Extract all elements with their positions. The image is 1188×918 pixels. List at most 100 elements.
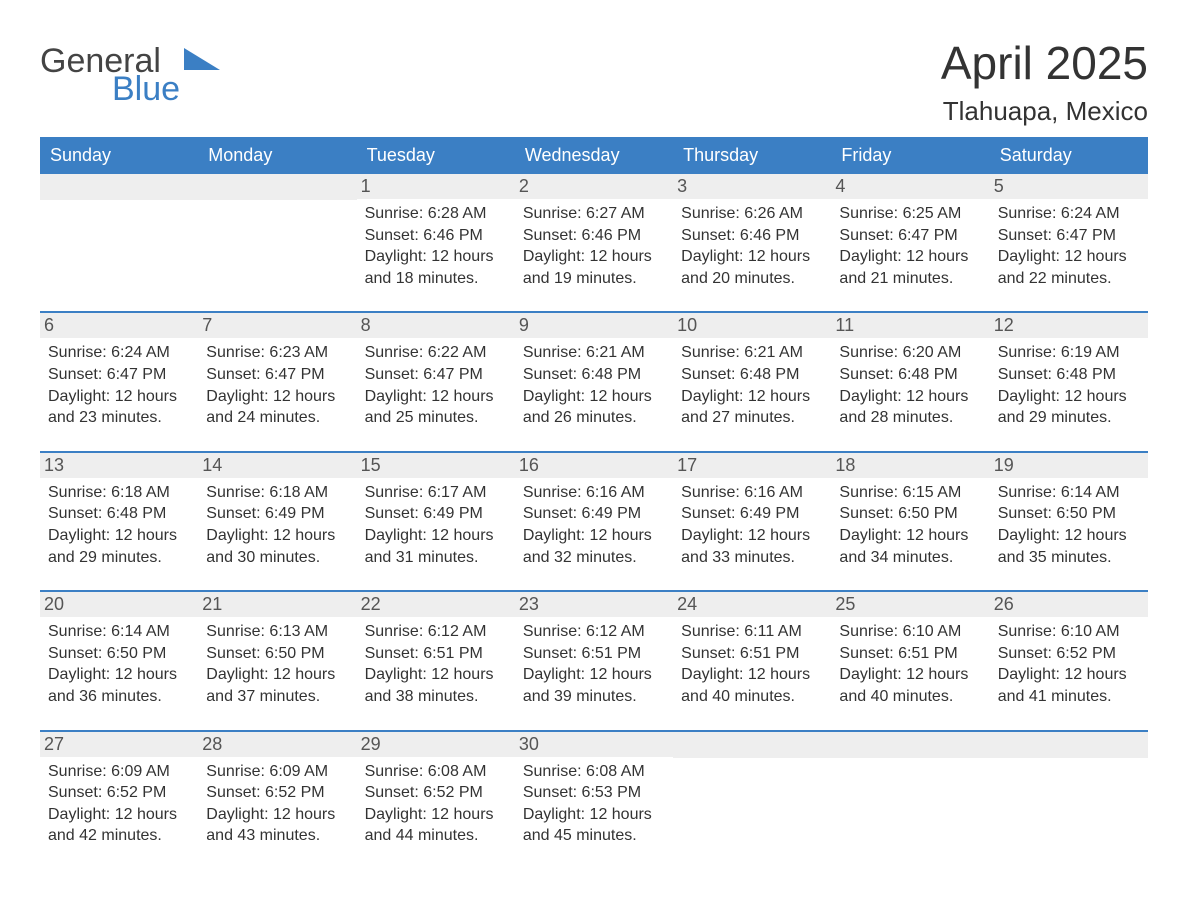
day-number: 21 bbox=[198, 592, 356, 617]
daylight-line-2: and 33 minutes. bbox=[681, 547, 823, 569]
day-number: 26 bbox=[990, 592, 1148, 617]
day-info: Sunrise: 6:26 AMSunset: 6:46 PMDaylight:… bbox=[681, 203, 823, 289]
sunset-line: Sunset: 6:49 PM bbox=[523, 503, 665, 525]
daylight-line-1: Daylight: 12 hours bbox=[206, 525, 348, 547]
sunset-line: Sunset: 6:52 PM bbox=[206, 782, 348, 804]
calendar-week: 1 Sunrise: 6:28 AM Sunset: 6:46 PM Daylight… bbox=[40, 174, 1148, 289]
daylight-line-1: Daylight: 12 hours bbox=[365, 386, 507, 408]
day-number bbox=[40, 174, 198, 200]
calendar-cell: 14Sunrise: 6:18 AMSunset: 6:49 PMDayligh… bbox=[198, 453, 356, 568]
day-number bbox=[673, 732, 831, 758]
calendar-week: 20Sunrise: 6:14 AMSunset: 6:50 PMDayligh… bbox=[40, 590, 1148, 707]
daylight-line-1: Daylight: 12 hours bbox=[48, 386, 190, 408]
sunset-line: Sunset: 6:49 PM bbox=[206, 503, 348, 525]
calendar-cell: 27Sunrise: 6:09 AMSunset: 6:52 PMDayligh… bbox=[40, 732, 198, 847]
day-info: Sunrise: 6:25 AMSunset: 6:47 PMDaylight:… bbox=[839, 203, 981, 289]
sunset-line: Sunset: 6:49 PM bbox=[681, 503, 823, 525]
calendar-cell: 28Sunrise: 6:09 AMSunset: 6:52 PMDayligh… bbox=[198, 732, 356, 847]
daylight-line-2: and 34 minutes. bbox=[839, 547, 981, 569]
daylight-line-2: and 24 minutes. bbox=[206, 407, 348, 429]
day-number: 30 bbox=[515, 732, 673, 757]
calendar-cell bbox=[990, 732, 1148, 847]
daylight-line-2: and 29 minutes. bbox=[48, 547, 190, 569]
daylight-line-1: Daylight: 12 hours bbox=[998, 525, 1140, 547]
day-info: Sunrise: 6:18 AMSunset: 6:49 PMDaylight:… bbox=[206, 482, 348, 568]
day-info: Sunrise: 6:17 AMSunset: 6:49 PMDaylight:… bbox=[365, 482, 507, 568]
day-info: Sunrise: 6:23 AMSunset: 6:47 PMDaylight:… bbox=[206, 342, 348, 428]
daylight-line-1: Daylight: 12 hours bbox=[365, 246, 507, 268]
daylight-line-2: and 41 minutes. bbox=[998, 686, 1140, 708]
daylight-line-2: and 40 minutes. bbox=[839, 686, 981, 708]
page-title: April 2025 bbox=[941, 36, 1148, 90]
header: General Blue April 2025 Tlahuapa, Mexico bbox=[40, 24, 1148, 137]
day-info: Sunrise: 6:24 AMSunset: 6:47 PMDaylight:… bbox=[998, 203, 1140, 289]
sunrise-line: Sunrise: 6:13 AM bbox=[206, 621, 348, 643]
daylight-line-2: and 42 minutes. bbox=[48, 825, 190, 847]
calendar-cell: 22Sunrise: 6:12 AMSunset: 6:51 PMDayligh… bbox=[357, 592, 515, 707]
day-number: 11 bbox=[831, 313, 989, 338]
daylight-line-1: Daylight: 12 hours bbox=[681, 525, 823, 547]
brand-word-2: Blue bbox=[112, 72, 180, 106]
day-number: 10 bbox=[673, 313, 831, 338]
sunrise-line: Sunrise: 6:11 AM bbox=[681, 621, 823, 643]
day-info: Sunrise: 6:20 AMSunset: 6:48 PMDaylight:… bbox=[839, 342, 981, 428]
sunrise-line: Sunrise: 6:24 AM bbox=[998, 203, 1140, 225]
day-number: 29 bbox=[357, 732, 515, 757]
sunset-line: Sunset: 6:52 PM bbox=[365, 782, 507, 804]
daylight-line-2: and 32 minutes. bbox=[523, 547, 665, 569]
daylight-line-1: Daylight: 12 hours bbox=[523, 525, 665, 547]
daylight-line-2: and 26 minutes. bbox=[523, 407, 665, 429]
sunset-line: Sunset: 6:51 PM bbox=[839, 643, 981, 665]
sunset-line: Sunset: 6:47 PM bbox=[206, 364, 348, 386]
sunrise-line: Sunrise: 6:19 AM bbox=[998, 342, 1140, 364]
sunrise-line: Sunrise: 6:23 AM bbox=[206, 342, 348, 364]
day-number: 4 bbox=[831, 174, 989, 199]
daylight-line-1: Daylight: 12 hours bbox=[681, 246, 823, 268]
weekday-header: Thursday bbox=[673, 137, 831, 174]
calendar-cell: 29Sunrise: 6:08 AMSunset: 6:52 PMDayligh… bbox=[357, 732, 515, 847]
daylight-line-2: and 20 minutes. bbox=[681, 268, 823, 290]
day-info: Sunrise: 6:08 AMSunset: 6:53 PMDaylight:… bbox=[523, 761, 665, 847]
daylight-line-1: Daylight: 12 hours bbox=[48, 525, 190, 547]
weekday-header: Monday bbox=[198, 137, 356, 174]
day-number: 15 bbox=[357, 453, 515, 478]
daylight-line-1: Daylight: 12 hours bbox=[48, 664, 190, 686]
calendar-cell: 16Sunrise: 6:16 AMSunset: 6:49 PMDayligh… bbox=[515, 453, 673, 568]
calendar: SundayMondayTuesdayWednesdayThursdayFrid… bbox=[40, 137, 1148, 847]
daylight-line-1: Daylight: 12 hours bbox=[365, 804, 507, 826]
calendar-week: 13Sunrise: 6:18 AMSunset: 6:48 PMDayligh… bbox=[40, 451, 1148, 568]
day-number: 5 bbox=[990, 174, 1148, 199]
sunrise-line: Sunrise: 6:26 AM bbox=[681, 203, 823, 225]
sunrise-line: Sunrise: 6:12 AM bbox=[523, 621, 665, 643]
calendar-cell: 6Sunrise: 6:24 AMSunset: 6:47 PMDaylight… bbox=[40, 313, 198, 428]
day-info: Sunrise: 6:19 AMSunset: 6:48 PMDaylight:… bbox=[998, 342, 1140, 428]
weekday-header: Saturday bbox=[990, 137, 1148, 174]
sunset-line: Sunset: 6:46 PM bbox=[523, 225, 665, 247]
day-number bbox=[831, 732, 989, 758]
day-number: 1 bbox=[357, 174, 515, 199]
daylight-line-2: and 38 minutes. bbox=[365, 686, 507, 708]
sunset-line: Sunset: 6:52 PM bbox=[998, 643, 1140, 665]
day-info: Sunrise: 6:16 AMSunset: 6:49 PMDaylight:… bbox=[681, 482, 823, 568]
calendar-cell: 2Sunrise: 6:27 AMSunset: 6:46 PMDaylight… bbox=[515, 174, 673, 289]
calendar-week: 27Sunrise: 6:09 AMSunset: 6:52 PMDayligh… bbox=[40, 730, 1148, 847]
daylight-line-1: Daylight: 12 hours bbox=[48, 804, 190, 826]
calendar-cell: 17 Sunrise: 6:16 AMSunset: 6:49 PMDayligh… bbox=[673, 453, 831, 568]
sunset-line: Sunset: 6:48 PM bbox=[998, 364, 1140, 386]
day-number: 6 bbox=[40, 313, 198, 338]
day-info: Sunrise: 6:22 AMSunset: 6:47 PMDaylight:… bbox=[365, 342, 507, 428]
day-number bbox=[990, 732, 1148, 758]
daylight-line-1: Daylight: 12 hours bbox=[365, 525, 507, 547]
weekday-header-row: SundayMondayTuesdayWednesdayThursdayFrid… bbox=[40, 137, 1148, 174]
day-number: 12 bbox=[990, 313, 1148, 338]
sunrise-line: Sunrise: 6:17 AM bbox=[365, 482, 507, 504]
daylight-line-2: and 28 minutes. bbox=[839, 407, 981, 429]
calendar-cell: 5 Sunrise: 6:24 AMSunset: 6:47 PMDaylight… bbox=[990, 174, 1148, 289]
daylight-line-2: and 18 minutes. bbox=[365, 268, 507, 290]
day-number: 28 bbox=[198, 732, 356, 757]
day-number: 19 bbox=[990, 453, 1148, 478]
sunrise-line: Sunrise: 6:28 AM bbox=[365, 203, 507, 225]
daylight-line-2: and 37 minutes. bbox=[206, 686, 348, 708]
day-number: 17 bbox=[673, 453, 831, 478]
calendar-week: 6Sunrise: 6:24 AMSunset: 6:47 PMDaylight… bbox=[40, 311, 1148, 428]
